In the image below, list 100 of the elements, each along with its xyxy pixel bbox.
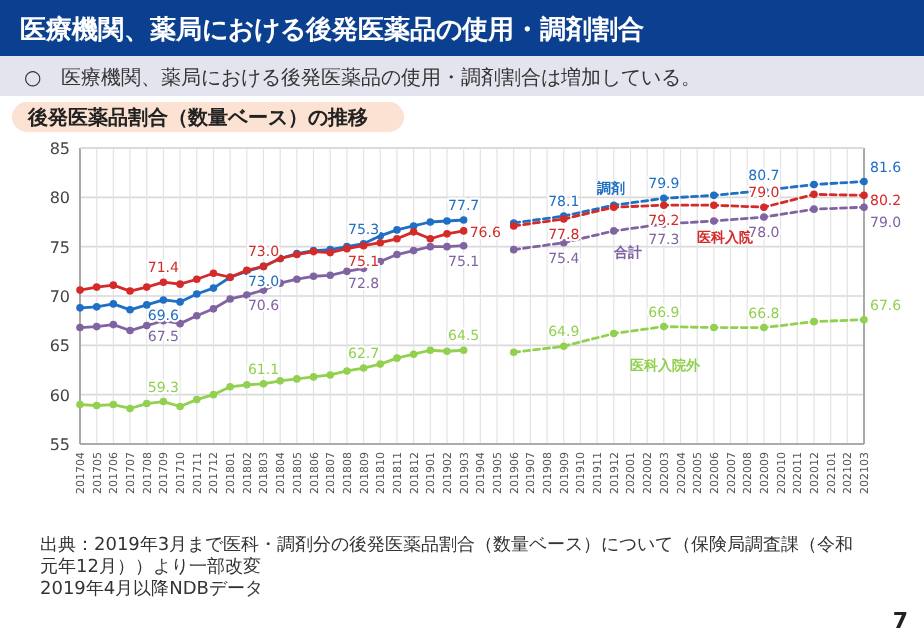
text: 7	[892, 608, 908, 634]
point	[343, 267, 351, 276]
point	[176, 319, 184, 328]
point	[860, 203, 868, 211]
point	[860, 191, 868, 200]
point	[209, 305, 218, 313]
point	[192, 275, 201, 284]
point	[176, 402, 184, 411]
point	[710, 217, 718, 225]
point	[192, 395, 201, 404]
y-tick-label: 70	[49, 288, 70, 306]
point	[459, 346, 468, 355]
point	[92, 283, 101, 291]
point	[376, 360, 385, 368]
point	[660, 201, 668, 210]
point	[810, 190, 818, 199]
point	[710, 323, 718, 332]
point	[609, 227, 618, 235]
point	[359, 364, 368, 372]
y-tick-label: 85	[49, 140, 70, 158]
point	[142, 283, 151, 291]
point	[559, 342, 568, 351]
point	[760, 213, 768, 221]
point	[276, 377, 284, 385]
y-tick-label: 80	[49, 189, 70, 208]
y-tick-label: 60	[49, 386, 70, 405]
point	[92, 401, 101, 410]
point	[192, 311, 201, 320]
point	[810, 317, 818, 326]
point	[92, 303, 101, 311]
point	[126, 404, 134, 413]
point	[126, 287, 134, 295]
point	[293, 275, 301, 284]
point	[209, 269, 218, 278]
point	[609, 329, 618, 338]
point	[409, 228, 418, 236]
point	[393, 226, 401, 234]
point	[76, 323, 84, 332]
point	[860, 315, 868, 324]
point	[92, 322, 101, 331]
point	[159, 296, 168, 304]
point	[309, 272, 318, 281]
point	[76, 286, 84, 294]
point	[710, 201, 718, 210]
point	[209, 284, 218, 292]
point	[293, 375, 301, 383]
point	[459, 227, 468, 235]
point	[660, 194, 668, 203]
point	[326, 371, 335, 379]
point	[443, 242, 451, 251]
point	[142, 399, 151, 408]
chart-subtitle: ○ 医療機関、薬局における後発医薬品の使用・調剤割合は増加している。	[24, 66, 702, 90]
point	[109, 400, 118, 409]
point	[376, 238, 385, 247]
point	[159, 278, 168, 286]
point	[343, 367, 351, 375]
point	[142, 321, 151, 330]
point	[509, 348, 518, 357]
point	[443, 217, 451, 225]
point	[393, 354, 401, 362]
point	[810, 205, 818, 213]
point	[860, 177, 868, 186]
point	[426, 346, 435, 355]
point	[109, 320, 118, 329]
point	[409, 350, 418, 359]
point	[176, 280, 184, 288]
point	[126, 326, 134, 335]
x-axis-title: 後発医薬品割合（数量ベース）の推移	[26, 106, 368, 130]
point	[760, 323, 768, 332]
y-tick-label: 55	[49, 436, 70, 454]
point	[226, 295, 234, 303]
point	[309, 373, 318, 381]
point	[459, 216, 468, 224]
point	[426, 242, 435, 251]
point	[660, 322, 668, 331]
point	[393, 234, 401, 243]
point	[326, 271, 335, 280]
point	[426, 234, 435, 243]
point	[443, 347, 451, 356]
point	[426, 218, 435, 226]
point	[243, 381, 251, 389]
point	[176, 298, 184, 306]
point	[126, 306, 134, 314]
point	[76, 304, 84, 312]
point	[243, 291, 251, 299]
y-tick-label: 75	[49, 238, 70, 257]
point	[159, 397, 168, 406]
point	[509, 245, 518, 254]
point	[393, 250, 401, 259]
y-tick-label: 65	[49, 337, 70, 356]
point	[810, 180, 818, 189]
point	[259, 380, 268, 388]
point	[710, 191, 718, 200]
point	[226, 382, 234, 391]
point	[459, 241, 468, 250]
chart-title: 医療機関、薬局における後発医薬品の使用・調剤割合	[20, 14, 644, 46]
point	[760, 203, 768, 211]
point	[76, 400, 84, 409]
point	[109, 300, 118, 308]
point	[109, 281, 118, 289]
